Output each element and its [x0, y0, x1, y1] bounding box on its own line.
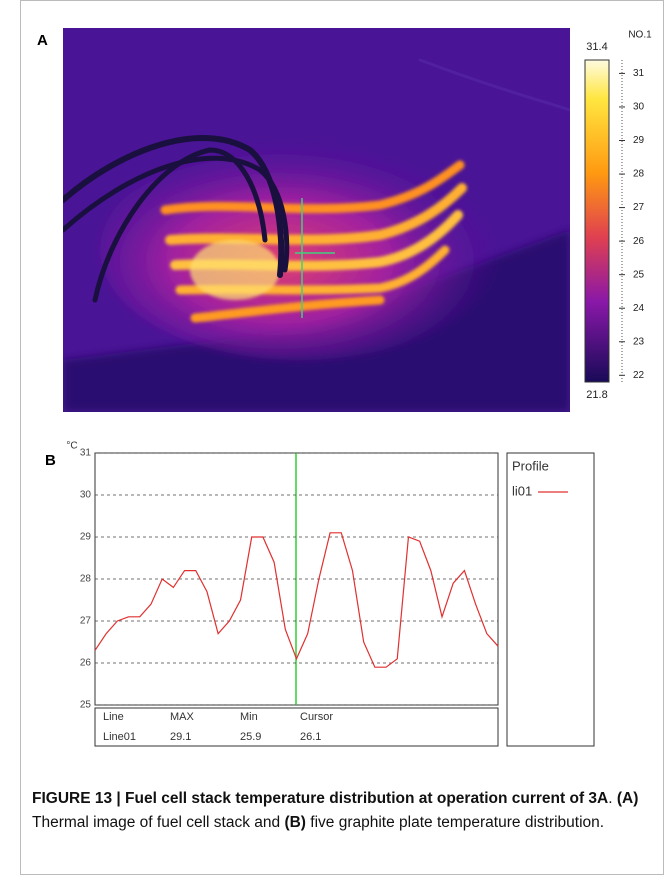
caption-run: five graphite plate temperature distribu… [310, 814, 605, 831]
colorbar-tick-label: 22 [633, 370, 645, 381]
thermal-image [63, 28, 570, 412]
caption-run: . [608, 790, 613, 807]
colorbar-tick-label: 25 [633, 269, 645, 280]
y-tick-label: 25 [80, 700, 92, 711]
caption-run: FIGURE 13 | Fuel cell stack temperature … [32, 790, 609, 807]
colorbar-max: 31.4 [586, 41, 607, 53]
table-cell: 26.1 [300, 731, 321, 743]
y-tick-label: 26 [80, 658, 92, 669]
table-cell: 25.9 [240, 731, 261, 743]
table-header: Min [240, 711, 258, 723]
colorbar-tick-label: 24 [633, 303, 645, 314]
figure: A 31.4 21.8 NO.1 B °C Profile 22 23 24 25 26… [37, 28, 652, 747]
y-unit: °C [66, 441, 77, 452]
caption-run: (A) [616, 790, 639, 807]
panel-label: B [45, 452, 56, 469]
colorbar-min: 21.8 [586, 389, 607, 401]
table-header: Line [103, 711, 124, 723]
y-tick-label: 27 [80, 616, 92, 627]
caption-run: (B) [284, 814, 306, 831]
table-cell: Line01 [103, 731, 136, 743]
colorbar-title: NO.1 [628, 30, 652, 41]
colorbar-tick-label: 31 [633, 68, 645, 79]
colorbar [584, 59, 610, 383]
colorbar-tick-label: 27 [633, 202, 645, 213]
figure-frame [20, 0, 664, 875]
y-tick-label: 29 [80, 532, 92, 543]
y-tick-label: 30 [80, 490, 92, 501]
caption: FIGURE 13 | Fuel cell stack temperature … [32, 787, 652, 835]
colorbar-tick-label: 30 [633, 102, 645, 113]
legend-label: li01 [512, 483, 532, 498]
table-header: Cursor [300, 711, 333, 723]
colorbar-tick-label: 26 [633, 236, 645, 247]
legend-box [506, 452, 595, 747]
colorbar-tick-label: 28 [633, 169, 645, 180]
y-tick-label: 28 [80, 574, 92, 585]
colorbar-tick-label: 29 [633, 135, 645, 146]
table-cell: 29.1 [170, 731, 191, 743]
table-header: MAX [170, 711, 195, 723]
colorbar-tick-label: 23 [633, 336, 645, 347]
series-line [94, 532, 499, 668]
stats-table [94, 707, 499, 747]
caption-run: Thermal image of fuel cell stack and [32, 814, 281, 831]
y-tick-label: 31 [80, 448, 92, 459]
panel-label: A [37, 32, 48, 49]
legend-title: Profile [512, 458, 549, 473]
